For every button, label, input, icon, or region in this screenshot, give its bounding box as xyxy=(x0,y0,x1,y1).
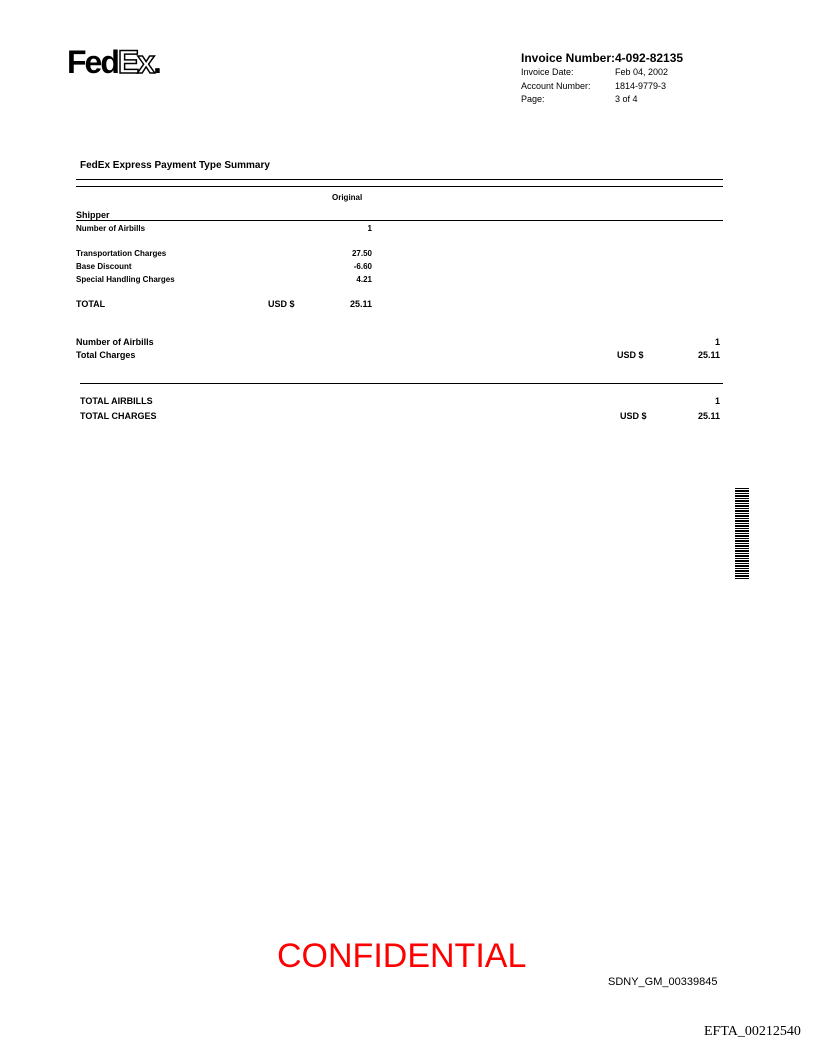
account-number: 1814-9779-3 xyxy=(615,81,667,91)
divider xyxy=(80,383,723,384)
account-number-label: Account Number: xyxy=(521,81,591,91)
total-label: TOTAL xyxy=(76,299,106,309)
page-number: 3 of 4 xyxy=(615,94,638,104)
confidential-stamp: CONFIDENTIAL xyxy=(277,937,527,975)
grand-total-airbills-value: 1 xyxy=(714,396,720,406)
efta-number: EFTA_00212540 xyxy=(704,1024,801,1039)
page-label: Page: xyxy=(521,94,545,104)
row-label: Number of Airbills xyxy=(76,224,146,233)
invoice-number: 4-092-82135 xyxy=(615,51,684,65)
column-header-original: Original xyxy=(332,193,363,202)
divider xyxy=(76,220,723,221)
row-value: 1 xyxy=(367,224,372,233)
total-currency: USD $ xyxy=(268,299,295,309)
fedex-logo: FedEx. xyxy=(67,43,162,81)
grand-total-charges-value: 25.11 xyxy=(697,411,720,421)
row-label: Special Handling Charges xyxy=(76,275,175,284)
subtotal-charges-label: Total Charges xyxy=(76,350,136,360)
subtotal-charges-value: 25.11 xyxy=(697,350,720,360)
invoice-date-label: Invoice Date: xyxy=(521,67,574,77)
row-value: 4.21 xyxy=(356,275,372,284)
row-label: Base Discount xyxy=(76,262,132,271)
grand-total-charges-currency: USD $ xyxy=(620,411,647,421)
divider xyxy=(76,186,723,187)
grand-total-airbills-label: TOTAL AIRBILLS xyxy=(80,396,153,406)
subtotal-airbills-value: 1 xyxy=(714,337,720,347)
row-value: 27.50 xyxy=(351,249,372,258)
subtotal-airbills-label: Number of Airbills xyxy=(76,337,154,347)
section-title: FedEx Express Payment Type Summary xyxy=(80,160,270,171)
divider xyxy=(76,179,723,180)
subtotal-charges-currency: USD $ xyxy=(617,350,644,360)
invoice-date: Feb 04, 2002 xyxy=(615,67,669,77)
row-value: -6.60 xyxy=(353,262,372,271)
total-value: 25.11 xyxy=(349,299,372,309)
barcode xyxy=(735,488,749,580)
row-label: Transportation Charges xyxy=(76,249,167,258)
bates-number: SDNY_GM_00339845 xyxy=(608,976,718,988)
invoice-number-label: Invoice Number: xyxy=(521,51,616,65)
shipper-label: Shipper xyxy=(76,210,110,220)
grand-total-charges-label: TOTAL CHARGES xyxy=(80,411,157,421)
